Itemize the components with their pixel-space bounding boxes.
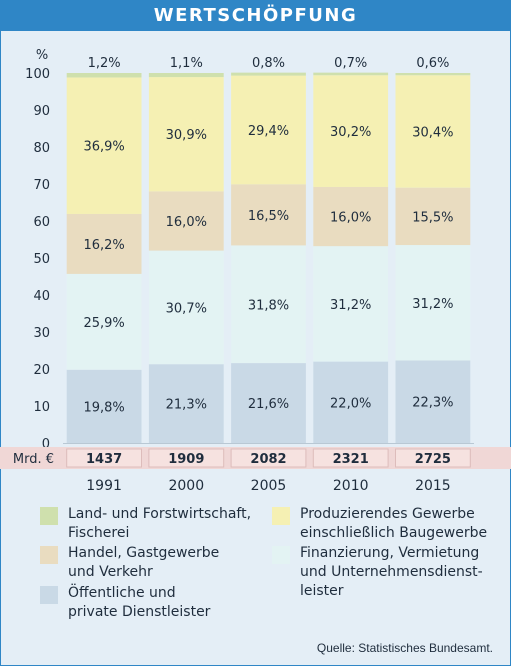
bar-segment — [66, 77, 142, 214]
bar-segment — [66, 273, 142, 370]
bar-segment — [313, 72, 389, 76]
bar-segment — [313, 246, 389, 362]
bar-segment — [313, 186, 389, 247]
y-tick-label: 10 — [33, 400, 50, 415]
data-label: 22,0% — [330, 396, 371, 411]
total-value: 1437 — [86, 452, 122, 467]
data-label: 21,3% — [166, 398, 207, 413]
total-value: 1909 — [168, 452, 204, 467]
data-label: 31,8% — [248, 298, 289, 313]
bar-segment — [231, 245, 306, 364]
data-label: 16,2% — [83, 238, 124, 253]
top-data-label: 0,8% — [252, 56, 285, 71]
data-label: 30,4% — [412, 125, 453, 140]
x-tick-label: 1991 — [86, 478, 122, 494]
bar-segment — [395, 360, 471, 443]
top-data-label: 0,7% — [334, 56, 367, 71]
data-label: 21,6% — [248, 397, 289, 412]
total-value: 2082 — [250, 452, 286, 467]
bar-segment — [148, 77, 224, 192]
y-axis-unit: % — [36, 48, 48, 63]
chart-title: WERTSCHÖPFUNG — [0, 0, 511, 31]
data-label: 29,4% — [248, 124, 289, 139]
data-label: 22,3% — [412, 396, 453, 411]
bar-segment — [66, 369, 142, 443]
stacked-bar-chart: 0 10 20 30 40 50 60 70 80 90 100% 19,8% 25,9% 16,2% 36… — [0, 48, 511, 494]
data-label: 15,5% — [412, 210, 453, 225]
bar-segment — [66, 73, 142, 78]
bar-segment — [231, 75, 306, 185]
total-cell — [66, 448, 143, 468]
bar-segment — [395, 187, 471, 246]
total-cell — [230, 448, 307, 468]
y-tick-label: 90 — [33, 104, 50, 119]
data-label: 30,9% — [166, 128, 207, 143]
bar-segment — [148, 73, 224, 78]
top-data-label: 1,2% — [88, 56, 121, 71]
total-value: 2321 — [333, 452, 369, 467]
bar-segment — [148, 364, 224, 443]
data-label: 30,2% — [330, 125, 371, 140]
total-cell — [148, 448, 225, 468]
total-cell — [394, 448, 471, 468]
data-label: 16,0% — [166, 215, 207, 230]
bar-segment — [231, 72, 306, 76]
bar-segment — [395, 245, 471, 361]
source-note: Quelle: Statistisches Bundesamt. — [316, 641, 493, 655]
bar-segment — [313, 75, 389, 187]
bar-segment — [231, 184, 306, 246]
data-label: 31,2% — [412, 297, 453, 312]
y-tick-label: 30 — [33, 326, 50, 341]
bar-segment — [395, 73, 471, 76]
totals-row-label: Mrd. € — [13, 452, 54, 467]
x-tick-label: 2000 — [168, 478, 204, 494]
data-label: 25,9% — [83, 316, 124, 331]
y-tick-label: 70 — [33, 178, 50, 193]
x-tick-label: 2010 — [333, 478, 369, 494]
bar-segment — [313, 361, 389, 443]
bar-segment — [148, 250, 224, 365]
total-cell — [312, 448, 389, 468]
y-tick-label: 80 — [33, 141, 50, 156]
bar-segment — [66, 213, 142, 274]
total-value: 2725 — [415, 452, 451, 467]
data-label: 16,0% — [330, 211, 371, 226]
data-label: 30,7% — [166, 301, 207, 316]
top-data-label: 1,1% — [170, 56, 203, 71]
top-data-label: 0,6% — [416, 56, 449, 71]
data-label: 19,8% — [83, 400, 124, 415]
y-tick-label: 40 — [33, 289, 50, 304]
bar-segment — [395, 75, 471, 188]
bar-segment — [148, 191, 224, 251]
bar-segment — [231, 363, 306, 443]
y-tick-label: 0 — [42, 437, 50, 452]
y-tick-label: 100 — [25, 67, 50, 82]
data-label: 36,9% — [83, 140, 124, 155]
y-tick-label: 20 — [33, 363, 50, 378]
y-tick-label: 50 — [33, 252, 50, 267]
y-tick-label: 60 — [33, 215, 50, 230]
data-label: 31,2% — [330, 298, 371, 313]
x-tick-label: 2005 — [251, 478, 287, 494]
data-label: 16,5% — [248, 209, 289, 224]
x-tick-label: 2015 — [415, 478, 451, 494]
